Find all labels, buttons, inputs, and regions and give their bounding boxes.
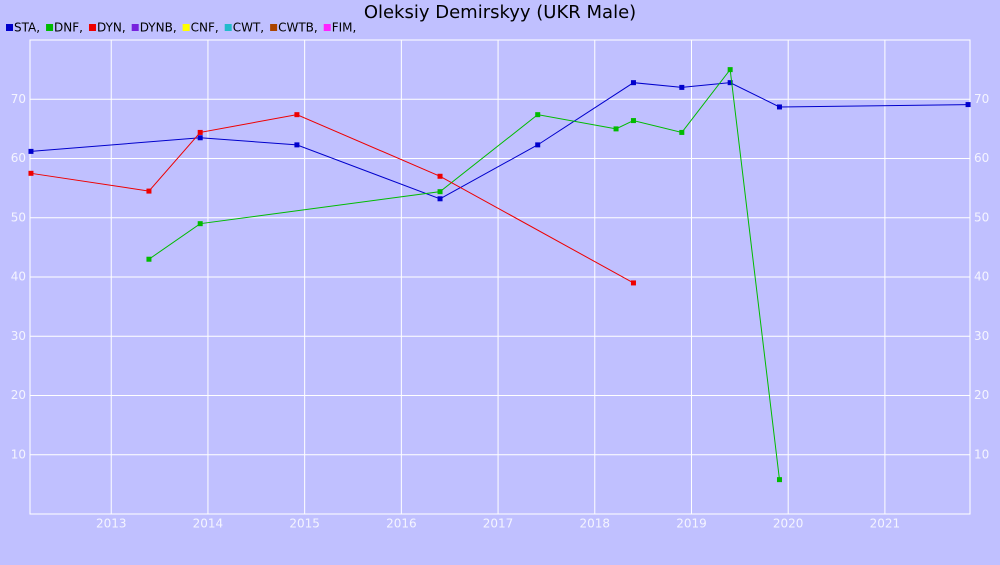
y-tick-label: 10 <box>11 447 26 461</box>
legend-swatch <box>323 24 331 31</box>
point-marker <box>197 135 203 141</box>
point-marker <box>630 80 636 86</box>
point-marker <box>727 67 733 73</box>
legend-label: CWTB, <box>278 21 318 35</box>
legend-label: CNF, <box>191 21 219 35</box>
x-tick-label: 2017 <box>483 517 514 531</box>
y-tick-label: 50 <box>11 210 26 224</box>
point-marker <box>294 112 300 118</box>
x-tick-label: 2020 <box>773 517 804 531</box>
legend-swatch <box>270 24 278 31</box>
y-tick-label: 40 <box>11 270 26 284</box>
x-tick-label: 2019 <box>676 517 707 531</box>
y2-tick-label: 60 <box>974 151 989 165</box>
y-tick-label: 60 <box>11 151 26 165</box>
x-tick-label: 2016 <box>386 517 417 531</box>
y-tick-label: 30 <box>11 329 26 343</box>
legend-label: CWT, <box>233 21 264 35</box>
y2-tick-label: 30 <box>974 329 989 343</box>
legend-label: DNF, <box>54 21 83 35</box>
legend-label: DYN, <box>97 21 126 35</box>
x-tick-label: 2015 <box>289 517 320 531</box>
point-marker <box>727 80 733 86</box>
point-marker <box>146 256 152 262</box>
point-marker <box>630 280 636 286</box>
point-marker <box>535 142 541 148</box>
series-line <box>30 82 969 200</box>
point-marker <box>613 126 619 132</box>
point-marker <box>965 102 971 108</box>
x-tick-label: 2013 <box>96 517 127 531</box>
legend-swatch <box>224 24 232 31</box>
point-marker <box>294 142 300 148</box>
legend-label: STA, <box>14 21 40 35</box>
y-tick-label: 20 <box>11 388 26 402</box>
y2-tick-label: 40 <box>974 270 989 284</box>
point-marker <box>679 129 685 135</box>
x-tick-label: 2018 <box>580 517 611 531</box>
chart-title: Oleksiy Demirskyy (UKR Male) <box>364 2 636 23</box>
point-marker <box>146 188 152 194</box>
legend-swatch <box>182 24 190 31</box>
point-marker <box>197 221 203 227</box>
legend-label: DYNB, <box>140 21 177 35</box>
y2-tick-label: 50 <box>974 210 989 224</box>
point-marker <box>535 112 541 118</box>
x-tick-label: 2021 <box>870 517 901 531</box>
point-marker <box>679 84 685 90</box>
legend-swatch <box>46 24 54 31</box>
y2-tick-label: 70 <box>974 92 989 106</box>
y2-tick-label: 10 <box>974 447 989 461</box>
legend-swatch <box>88 24 96 31</box>
point-marker <box>28 170 34 176</box>
legend-swatch <box>6 24 13 31</box>
legend-swatch <box>131 24 139 31</box>
point-marker <box>630 118 636 124</box>
point-marker <box>437 189 443 195</box>
series-line <box>30 114 634 284</box>
point-marker <box>437 196 443 202</box>
point-marker <box>776 477 782 483</box>
y-tick-label: 70 <box>11 92 26 106</box>
x-tick-label: 2014 <box>193 517 224 531</box>
legend-label: FIM, <box>332 21 357 35</box>
y2-tick-label: 20 <box>974 388 989 402</box>
point-marker <box>776 104 782 110</box>
point-marker <box>197 129 203 135</box>
point-marker <box>28 148 34 154</box>
point-marker <box>437 173 443 179</box>
